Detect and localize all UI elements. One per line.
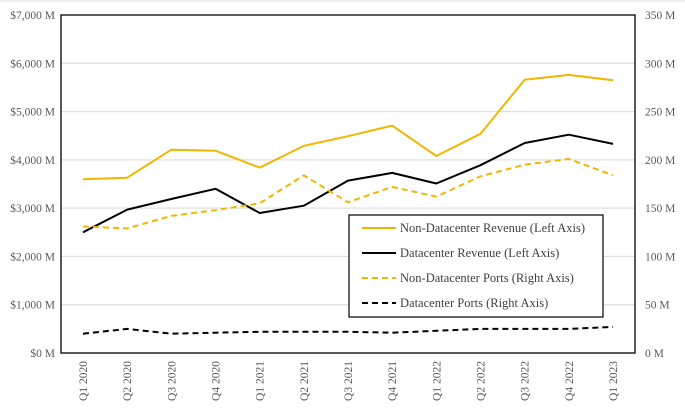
x-tick-label: Q4 2020 <box>211 361 223 401</box>
series-line <box>82 73 614 181</box>
legend-label: Non-Datacenter Ports (Right Axis) <box>400 271 574 285</box>
y-right-tick-label: 50 M <box>645 300 670 312</box>
y-right-tick-label: 200 M <box>645 155 675 167</box>
legend-box <box>348 214 604 318</box>
y-right-tick-label: 100 M <box>645 251 675 263</box>
y-left-tick-label: $1,000 M <box>10 299 55 312</box>
y-left-tick-label: $3,000 M <box>10 202 55 215</box>
x-tick-label: Q2 2020 <box>122 361 134 401</box>
y-right-tick-label: 250 M <box>645 107 675 119</box>
y-left-tick-label: $7,000 M <box>10 9 55 22</box>
series-1 <box>82 133 614 234</box>
legend-label: Datacenter Ports (Right Axis) <box>400 296 548 310</box>
y-right-tick-label: 150 M <box>645 203 675 215</box>
x-tick-label: Q2 2021 <box>299 361 311 401</box>
x-tick-label: Q3 2021 <box>343 361 355 401</box>
series-2 <box>82 157 614 230</box>
x-tick-label: Q1 2023 <box>608 361 620 401</box>
x-tick-label: Q4 2022 <box>564 361 576 401</box>
legend: Non-Datacenter Revenue (Left Axis) Datace… <box>348 214 604 318</box>
plot-frame <box>60 14 636 354</box>
series-3 <box>82 325 614 335</box>
x-tick-label: Q3 2022 <box>520 361 532 401</box>
x-tick-label: Q4 2021 <box>387 361 399 401</box>
legend-label: Non-Datacenter Revenue (Left Axis) <box>400 221 585 235</box>
y-right-tick-label: 0 M <box>645 348 664 360</box>
x-tick-label: Q1 2020 <box>78 361 90 401</box>
x-tick-label: Q3 2020 <box>166 361 178 401</box>
y-right-tick-label: 350 M <box>645 10 675 22</box>
y-left-tick-label: $2,000 M <box>10 250 55 263</box>
y-left-tick-label: $5,000 M <box>10 106 55 119</box>
y-left-tick-label: $4,000 M <box>10 154 55 167</box>
series-0 <box>82 73 614 181</box>
series-line <box>82 325 614 335</box>
y-left-tick-label: $6,000 M <box>10 57 55 70</box>
x-tick-label: Q2 2022 <box>476 361 488 401</box>
x-tick-label: Q1 2021 <box>255 361 267 401</box>
x-tick-label: Q1 2022 <box>431 361 443 401</box>
y-left-tick-label: $0 M <box>30 347 55 360</box>
y-right-tick-label: 300 M <box>645 58 675 70</box>
legend-label: Datacenter Revenue (Left Axis) <box>400 246 559 260</box>
